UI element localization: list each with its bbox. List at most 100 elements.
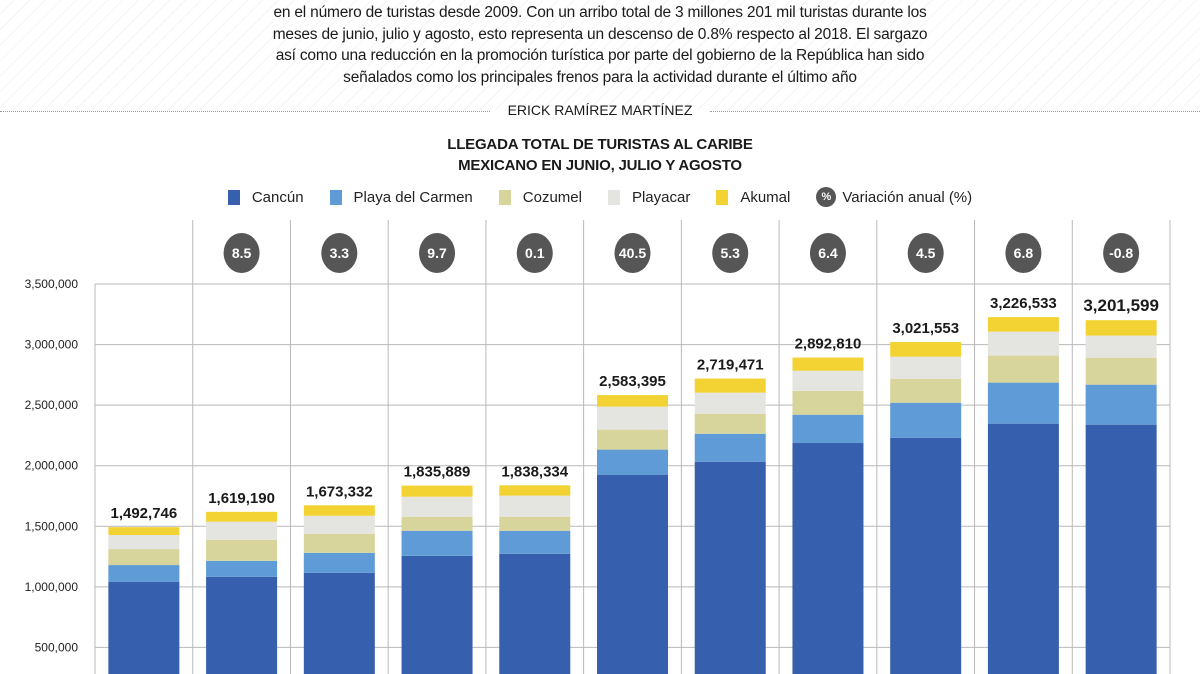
variation-badge-label: 40.5 <box>619 245 646 261</box>
bar-segment-playa-del-carmen <box>401 530 473 556</box>
variation-badge <box>223 233 260 273</box>
bar-segment-akumal <box>206 511 278 522</box>
legend-swatch-cozumel <box>498 189 511 205</box>
chart-title: LLEGADA TOTAL DE TURISTAS AL CARIBE MEXI… <box>300 134 900 176</box>
legend-item-cozumel: Cozumel <box>498 188 582 206</box>
variation-badge <box>712 233 749 273</box>
bar-segment-playa-del-carmen <box>303 552 375 573</box>
bar-segment-akumal <box>303 505 375 516</box>
variation-badge <box>907 233 944 273</box>
legend-label: Playacar <box>631 188 691 206</box>
bar-segment-playacar <box>303 515 375 534</box>
bar-segment-canc-n <box>987 423 1059 674</box>
intro-line: señalados como los principales frenos pa… <box>343 68 857 86</box>
legend-item-variacion-anual: % Variación anual (%) <box>816 187 972 207</box>
intro-line: así como una reducción en la promoción t… <box>275 47 925 64</box>
byline-row: ERICK RAMÍREZ MARTÍNEZ <box>0 99 1200 123</box>
bar-total-label: 1,619,190 <box>208 490 275 507</box>
legend-label: Cozumel <box>522 188 582 206</box>
bar-segment-canc-n <box>890 437 962 674</box>
legend-swatch-akumal <box>716 189 729 205</box>
bar-segment-playa-del-carmen <box>597 449 668 475</box>
bar-segment-cozumel <box>303 533 375 553</box>
variation-badge-label: 4.5 <box>916 245 936 261</box>
bar-segment-playa-del-carmen <box>890 402 962 438</box>
legend-item-playa-del-carmen: Playa del Carmen <box>329 188 473 206</box>
legend-label: Variación anual (%) <box>842 188 973 206</box>
bar-segment-akumal <box>792 357 864 371</box>
variation-badge-label: 3.3 <box>330 245 350 261</box>
chart-legend: Cancún Playa del Carmen Cozumel Playacar… <box>0 185 1200 209</box>
chart-title-line: MEXICANO EN JUNIO, JULIO Y AGOSTO <box>458 157 742 174</box>
bar-segment-playacar <box>694 392 766 414</box>
bar-segment-playa-del-carmen <box>206 560 278 577</box>
intro-line: meses de junio, julio y agosto, esto rep… <box>272 25 928 43</box>
variation-badge <box>1103 233 1140 273</box>
bar-total-label: 1,492,746 <box>110 505 177 522</box>
bar-total-label: 3,021,553 <box>892 320 959 337</box>
bar-segment-canc-n <box>792 442 864 674</box>
bar-segment-playa-del-carmen <box>499 530 571 554</box>
bar-segment-playacar <box>401 496 473 517</box>
bar-total-label: 1,838,334 <box>501 463 568 480</box>
bar-segment-playacar <box>597 406 668 430</box>
bar-segment-playa-del-carmen <box>792 414 864 443</box>
bar-segment-cozumel <box>987 355 1059 383</box>
bar-segment-cozumel <box>108 549 180 566</box>
percent-badge-icon: % <box>816 187 837 207</box>
bar-segment-canc-n <box>1085 424 1157 674</box>
variation-badge-label: 6.8 <box>1014 245 1034 261</box>
y-tick-label: 3,000,000 <box>25 338 79 352</box>
bar-segment-akumal <box>401 485 473 497</box>
bar-segment-cozumel <box>1085 357 1157 385</box>
y-tick-label: 1,500,000 <box>25 519 79 533</box>
variation-badge <box>614 233 651 273</box>
bar-total-label: 1,673,332 <box>306 483 373 500</box>
variation-badge-label: 5.3 <box>720 245 740 261</box>
bar-segment-cozumel <box>890 378 962 403</box>
bar-segment-akumal <box>499 485 571 496</box>
y-tick-label: 3,500,000 <box>25 277 79 291</box>
bar-segment-cozumel <box>499 516 571 531</box>
bar-segment-canc-n <box>401 555 473 674</box>
byline: ERICK RAMÍREZ MARTÍNEZ <box>507 102 693 118</box>
variation-badge-label: 8.5 <box>232 245 252 261</box>
bar-segment-akumal <box>1085 320 1157 336</box>
bar-segment-cozumel <box>401 516 473 531</box>
bar-segment-playa-del-carmen <box>108 565 180 583</box>
legend-swatch-playa-del-carmen <box>329 189 342 205</box>
variation-badge-label: -0.8 <box>1109 245 1133 261</box>
variation-badge <box>516 233 553 273</box>
legend-label: Cancún <box>251 188 304 206</box>
variation-badge-label: 6.4 <box>818 245 838 261</box>
bar-segment-canc-n <box>206 576 278 674</box>
variation-badge <box>809 233 846 273</box>
legend-label: Akumal <box>740 188 791 206</box>
bar-segment-akumal <box>890 341 962 357</box>
bar-segment-playa-del-carmen <box>987 382 1059 424</box>
variation-badge <box>1005 233 1042 273</box>
bar-total-label: 3,201,599 <box>1083 296 1159 315</box>
variation-badge <box>419 233 456 273</box>
legend-item-cancun: Cancún <box>227 188 304 206</box>
bar-total-label: 2,892,810 <box>795 336 862 353</box>
variation-badge-label: 9.7 <box>427 245 447 261</box>
bar-segment-canc-n <box>499 553 571 674</box>
bar-segment-cozumel <box>597 429 668 450</box>
bar-total-label: 3,226,533 <box>990 295 1057 312</box>
y-tick-label: 2,000,000 <box>25 459 79 473</box>
legend-label: Playa del Carmen <box>353 188 473 206</box>
bar-segment-canc-n <box>303 572 375 674</box>
bar-segment-playa-del-carmen <box>694 433 766 462</box>
bar-segment-playacar <box>499 495 571 517</box>
bar-segment-playa-del-carmen <box>1085 384 1157 425</box>
header-background <box>0 0 1200 110</box>
intro-line: en el número de turistas desde 2009. Con… <box>273 4 927 21</box>
bar-segment-playacar <box>890 356 962 379</box>
bar-total-label: 2,583,395 <box>599 373 666 390</box>
byline-divider-left <box>0 111 490 112</box>
bar-segment-akumal <box>108 527 180 536</box>
bar-total-label: 2,719,471 <box>697 357 764 374</box>
bar-segment-canc-n <box>597 474 668 674</box>
